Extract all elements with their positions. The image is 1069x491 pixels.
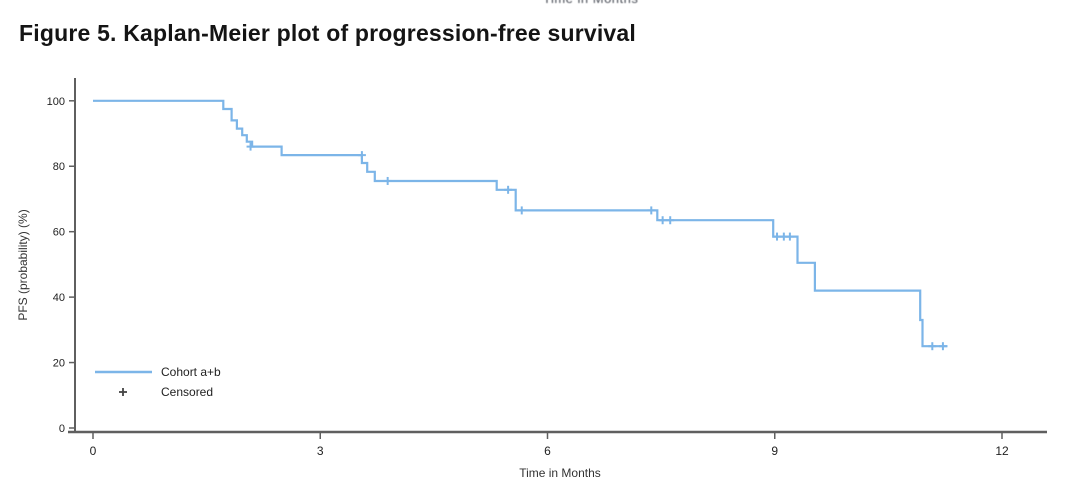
x-tick-label: 12	[995, 444, 1009, 458]
y-tick-label: 0	[59, 423, 65, 435]
y-tick-label: 80	[53, 161, 65, 173]
x-axis-label: Time in Months	[519, 466, 601, 480]
km-chart: 0 20 40 60 80 100 0 3 6 9 12 Time in Months PFS (pro…	[16, 78, 1047, 480]
legend-plus-icon	[119, 388, 127, 396]
figure-title: Figure 5. Kaplan-Meier plot of progressi…	[19, 20, 636, 46]
legend-label-cohort: Cohort a+b	[161, 365, 221, 379]
x-tick-label: 3	[317, 444, 324, 458]
y-axis-label: PFS (probability) (%)	[16, 209, 30, 320]
y-tick-label: 100	[47, 96, 65, 108]
x-tick-label: 9	[771, 444, 778, 458]
km-curve-cohort-a-plus-b	[93, 99, 948, 348]
y-axis: 0 20 40 60 80 100	[47, 78, 76, 435]
censor-marks	[246, 142, 947, 351]
y-tick-label: 20	[53, 358, 65, 370]
legend-label-censored: Censored	[161, 385, 213, 399]
x-tick-label: 0	[90, 444, 97, 458]
y-tick-label: 40	[53, 292, 65, 304]
x-axis: 0 3 6 9 12	[68, 430, 1047, 458]
y-tick-label: 60	[53, 227, 65, 239]
x-tick-label: 6	[544, 444, 551, 458]
legend: Cohort a+b Censored	[95, 365, 221, 399]
clipped-text: Time in Months	[543, 0, 683, 5]
clipped-previous-chart-axis-text: Time in Months	[543, 0, 683, 5]
